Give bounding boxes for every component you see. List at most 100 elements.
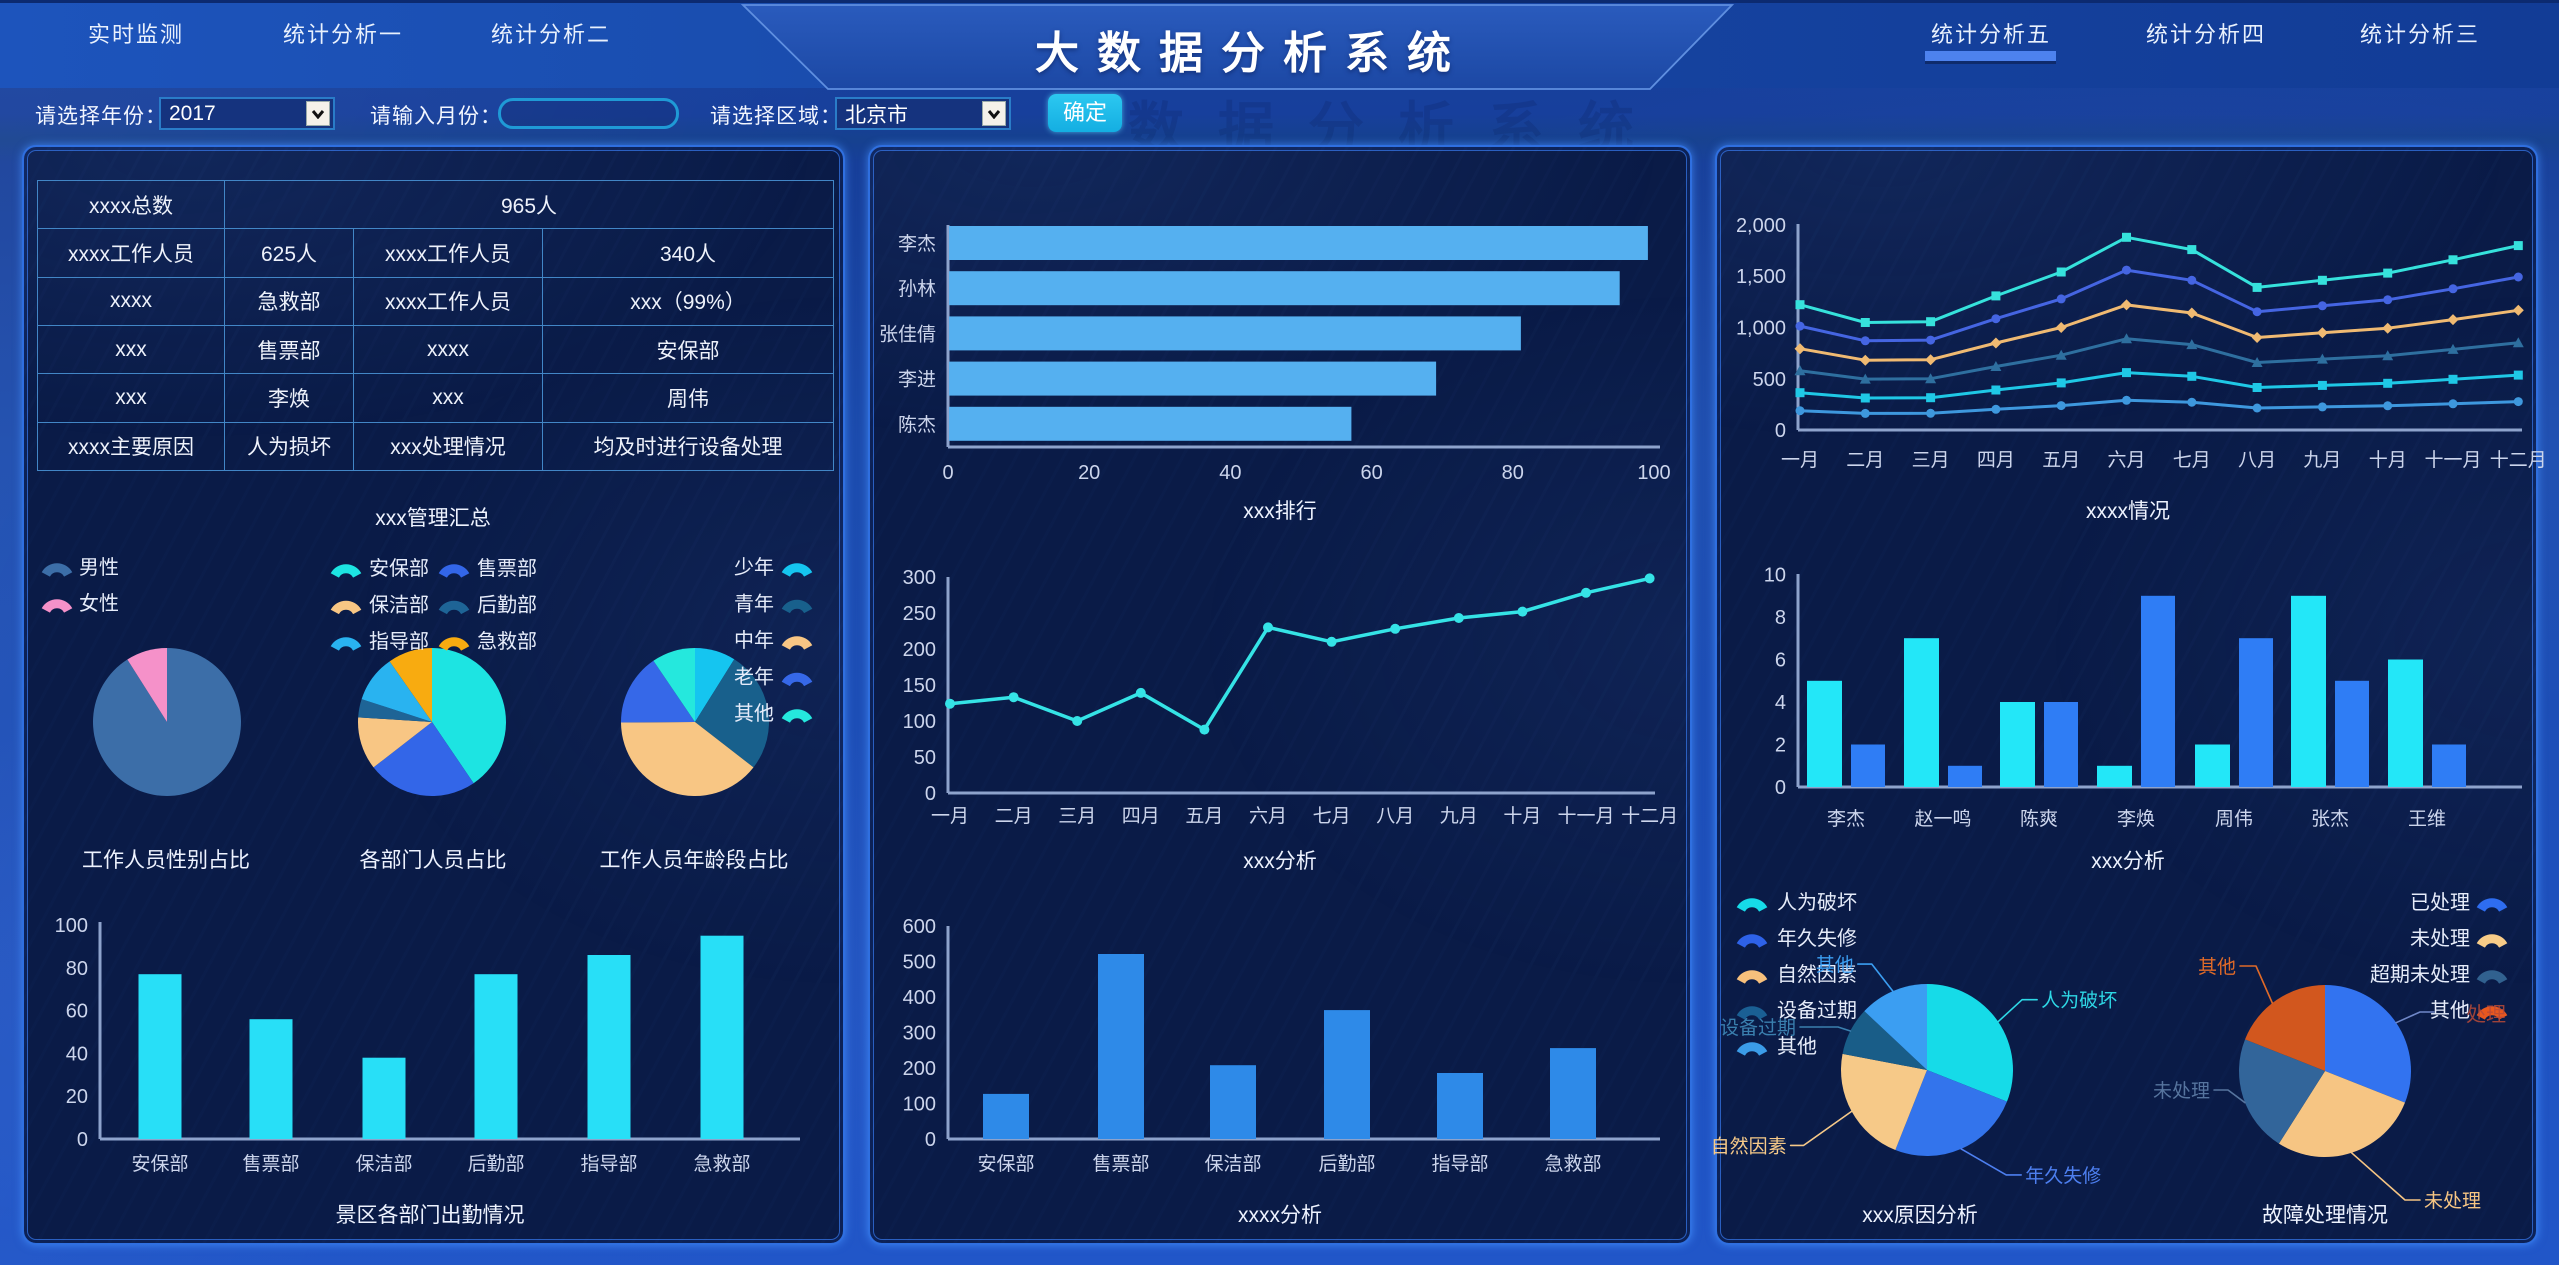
svg-text:孙林: 孙林 <box>898 278 936 300</box>
svg-text:老年: 老年 <box>734 666 774 689</box>
svg-text:2,000: 2,000 <box>1736 215 1786 237</box>
svg-text:指导部: 指导部 <box>1431 1153 1488 1175</box>
svg-text:陈杰: 陈杰 <box>898 414 936 436</box>
svg-text:0: 0 <box>942 462 953 484</box>
svg-text:少年: 少年 <box>734 556 774 579</box>
svg-text:指导部: 指导部 <box>580 1153 637 1175</box>
svg-text:自然因素: 自然因素 <box>1711 1135 1787 1157</box>
svg-text:0: 0 <box>1775 420 1786 442</box>
svg-text:十月: 十月 <box>1503 805 1541 827</box>
svg-text:急救部: 急救部 <box>1544 1153 1601 1175</box>
svg-text:250: 250 <box>903 603 936 625</box>
svg-text:60: 60 <box>66 1001 88 1023</box>
svg-text:张佳倩: 张佳倩 <box>879 323 936 345</box>
svg-text:其他: 其他 <box>1777 1035 1817 1058</box>
svg-text:300: 300 <box>903 567 936 589</box>
svg-text:未处理: 未处理 <box>2424 1190 2481 1212</box>
svg-text:400: 400 <box>903 987 936 1009</box>
svg-text:景区各部门出勤情况: 景区各部门出勤情况 <box>336 1204 525 1227</box>
svg-text:保洁部: 保洁部 <box>355 1153 412 1175</box>
svg-text:超期未处理: 超期未处理 <box>2370 963 2470 986</box>
svg-text:十月: 十月 <box>2369 449 2407 471</box>
svg-text:20: 20 <box>66 1086 88 1108</box>
svg-text:后勤部: 后勤部 <box>467 1153 524 1175</box>
svg-text:八月: 八月 <box>2238 450 2276 471</box>
svg-text:三月: 三月 <box>1058 806 1096 827</box>
svg-text:100: 100 <box>903 1094 936 1116</box>
svg-text:周伟: 周伟 <box>2215 808 2253 830</box>
svg-text:xxxx分析: xxxx分析 <box>1238 1204 1322 1227</box>
svg-text:一月: 一月 <box>1781 450 1819 471</box>
svg-text:十一月: 十一月 <box>2424 449 2481 471</box>
svg-text:十一月: 十一月 <box>1557 805 1614 827</box>
svg-text:100: 100 <box>903 711 936 733</box>
svg-text:xxx排行: xxx排行 <box>1243 500 1317 523</box>
svg-text:8: 8 <box>1775 607 1786 629</box>
svg-text:0: 0 <box>925 783 936 805</box>
svg-text:九月: 九月 <box>1440 805 1478 827</box>
svg-text:40: 40 <box>66 1043 88 1065</box>
svg-text:五月: 五月 <box>1185 806 1223 827</box>
svg-text:陈爽: 陈爽 <box>2020 808 2058 830</box>
svg-text:售票部: 售票部 <box>477 557 537 580</box>
svg-text:二月: 二月 <box>995 806 1033 827</box>
svg-text:急救部: 急救部 <box>477 630 537 653</box>
svg-text:三月: 三月 <box>1912 450 1950 471</box>
svg-text:保洁部: 保洁部 <box>1204 1153 1261 1175</box>
svg-text:男性: 男性 <box>79 556 119 579</box>
svg-text:300: 300 <box>903 1023 936 1045</box>
svg-text:人为破坏: 人为破坏 <box>1777 891 1857 914</box>
svg-text:80: 80 <box>1502 462 1524 484</box>
svg-text:七月: 七月 <box>1313 805 1351 827</box>
svg-text:设备过期: 设备过期 <box>1720 1017 1796 1039</box>
svg-text:指导部: 指导部 <box>369 630 429 653</box>
svg-text:20: 20 <box>1078 462 1100 484</box>
svg-text:保洁部: 保洁部 <box>369 594 429 617</box>
svg-text:xxxx情况: xxxx情况 <box>2086 500 2170 523</box>
svg-text:100: 100 <box>1637 462 1670 484</box>
svg-text:四月: 四月 <box>1977 450 2015 471</box>
svg-text:200: 200 <box>903 1058 936 1080</box>
svg-text:0: 0 <box>925 1129 936 1151</box>
svg-text:安保部: 安保部 <box>369 557 429 580</box>
svg-text:安保部: 安保部 <box>977 1153 1034 1175</box>
svg-text:二月: 二月 <box>1846 450 1884 471</box>
svg-text:xxx原因分析: xxx原因分析 <box>1862 1204 1978 1227</box>
svg-text:一月: 一月 <box>931 806 969 827</box>
svg-text:0: 0 <box>1775 777 1786 799</box>
svg-text:80: 80 <box>66 958 88 980</box>
svg-text:500: 500 <box>903 952 936 974</box>
svg-text:中年: 中年 <box>734 629 774 652</box>
svg-text:十二月: 十二月 <box>2490 449 2547 471</box>
svg-text:50: 50 <box>914 747 936 769</box>
svg-text:年久失修: 年久失修 <box>1777 927 1857 950</box>
svg-text:八月: 八月 <box>1376 806 1414 827</box>
svg-text:设备过期: 设备过期 <box>1777 999 1857 1022</box>
svg-text:李焕: 李焕 <box>2117 808 2155 830</box>
svg-text:售票部: 售票部 <box>242 1153 299 1175</box>
svg-text:1,000: 1,000 <box>1736 318 1786 340</box>
svg-text:未处理: 未处理 <box>2153 1080 2210 1102</box>
svg-text:4: 4 <box>1775 692 1786 714</box>
svg-text:七月: 七月 <box>2173 449 2211 471</box>
svg-text:已处理: 已处理 <box>2410 891 2470 914</box>
svg-text:200: 200 <box>903 639 936 661</box>
svg-text:后勤部: 后勤部 <box>1318 1153 1375 1175</box>
svg-text:四月: 四月 <box>1122 806 1160 827</box>
svg-text:王维: 王维 <box>2408 808 2446 830</box>
svg-text:10: 10 <box>1764 565 1786 587</box>
svg-text:六月: 六月 <box>1249 805 1287 827</box>
svg-text:李进: 李进 <box>898 369 936 391</box>
svg-text:其他: 其他 <box>734 702 774 725</box>
svg-text:其他: 其他 <box>2430 999 2470 1022</box>
svg-text:青年: 青年 <box>734 593 774 616</box>
svg-text:处理: 处理 <box>2466 1003 2506 1026</box>
svg-text:张杰: 张杰 <box>2311 808 2349 830</box>
svg-text:xxx分析: xxx分析 <box>2091 850 2165 873</box>
svg-text:工作人员年龄段占比: 工作人员年龄段占比 <box>600 849 789 872</box>
svg-text:工作人员性别占比: 工作人员性别占比 <box>82 849 250 872</box>
svg-text:各部门人员占比: 各部门人员占比 <box>360 849 507 872</box>
svg-text:60: 60 <box>1360 462 1382 484</box>
svg-text:6: 6 <box>1775 650 1786 672</box>
svg-text:1,500: 1,500 <box>1736 266 1786 288</box>
